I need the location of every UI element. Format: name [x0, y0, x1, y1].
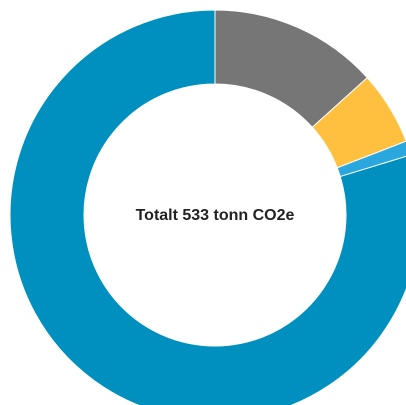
center-total-label: Totalt 533 tonn CO2e	[136, 207, 295, 224]
donut-slices	[9, 9, 406, 405]
donut-slice-4	[9, 9, 406, 405]
